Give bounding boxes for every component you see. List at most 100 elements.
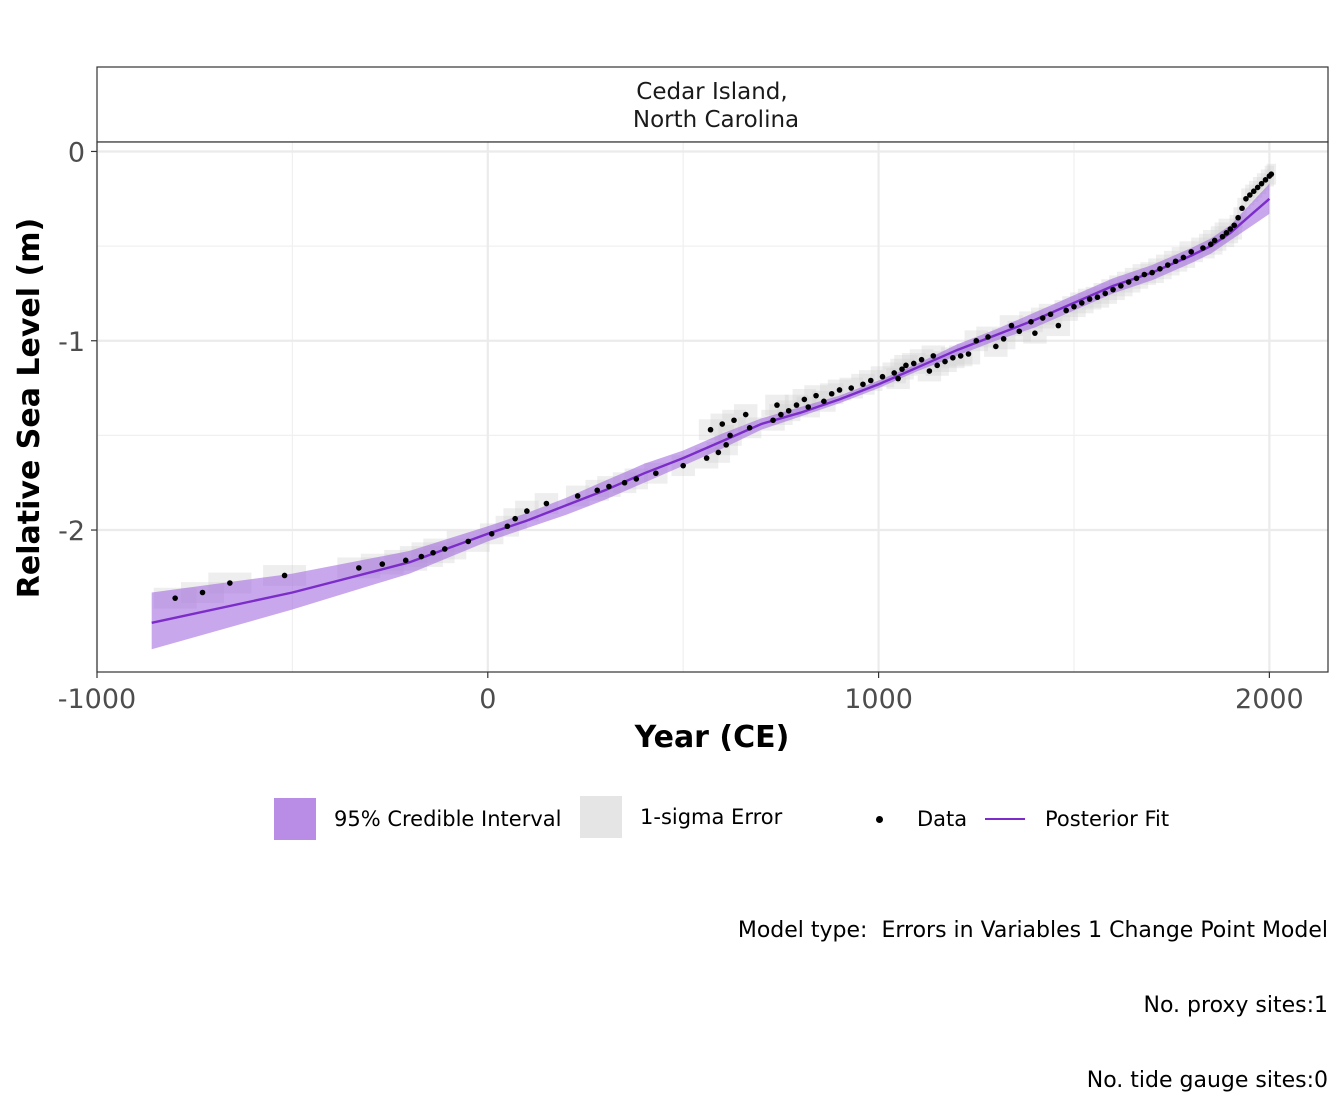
x-tick-label: 2000: [1235, 684, 1304, 715]
data-point: [821, 398, 827, 405]
data-point: [918, 356, 925, 363]
y-tick-label: 0: [68, 137, 85, 168]
data-point: [1016, 328, 1023, 335]
data-point: [512, 515, 518, 522]
data-point: [1243, 195, 1249, 202]
data-point: [973, 337, 980, 344]
data-point: [1125, 279, 1132, 285]
data-point: [1258, 180, 1265, 187]
data-point: [910, 360, 917, 367]
data-point: [1086, 296, 1093, 302]
legend-label-credible-interval: 95% Credible Interval: [334, 807, 562, 831]
y-tick-label: -2: [58, 516, 85, 547]
data-point: [1157, 266, 1163, 272]
data-point: [813, 392, 819, 399]
data-point: [1141, 271, 1148, 278]
data-point: [950, 354, 956, 361]
data-point: [926, 368, 933, 374]
data-point: [430, 549, 436, 556]
data-point: [633, 476, 640, 482]
caption-proxy-sites: No. proxy sites:1: [1143, 993, 1328, 1018]
data-point: [828, 390, 835, 397]
legend-label-fit: Posterior Fit: [1045, 807, 1170, 831]
data-point: [524, 508, 530, 514]
data-point: [574, 493, 581, 499]
model-caption: Model type: Errors in Variables 1 Change…: [738, 868, 1328, 1118]
x-axis-title: Year (CE): [634, 720, 790, 755]
data-point: [418, 553, 425, 560]
grid-major: [95, 142, 1328, 672]
data-point: [727, 432, 733, 439]
y-tick-label: -1: [58, 327, 85, 358]
data-point: [1254, 184, 1261, 191]
facet-title-line-1: Cedar Island,: [636, 79, 787, 105]
data-point: [985, 334, 991, 340]
y-axis-title: Relative Sea Level (m): [12, 218, 47, 598]
data-point: [1172, 258, 1179, 265]
data-point: [1211, 237, 1218, 244]
data-point: [770, 417, 776, 424]
data-point: [867, 377, 874, 384]
data-point: [942, 358, 948, 365]
data-point: [957, 353, 964, 359]
data-point: [774, 402, 780, 408]
data-point: [1028, 319, 1034, 325]
data-point: [356, 565, 362, 571]
data-point: [488, 531, 495, 537]
data-point: [621, 479, 628, 486]
data-point: [1247, 192, 1253, 198]
data-point: [703, 455, 710, 461]
legend-swatch-error: [580, 796, 622, 838]
data-point: [1063, 307, 1069, 314]
data-point: [778, 411, 784, 418]
data-point: [719, 421, 726, 427]
data-point: [442, 546, 448, 552]
data-point: [836, 387, 843, 393]
data-point: [1207, 241, 1214, 248]
data-point: [1133, 275, 1140, 282]
data-point: [965, 351, 972, 357]
data-point: [1227, 226, 1234, 232]
legend-fit-line-icon: [985, 817, 1025, 821]
data-point: [1047, 311, 1054, 318]
chart: Cedar Island, North Carolina -1000 0 1000 2…: [12, 66, 1329, 755]
credible-interval-band: [151, 183, 1270, 650]
data-point: [742, 411, 749, 418]
caption-tide-gauge-sites: No. tide gauge sites:0: [1086, 1068, 1328, 1093]
data-point: [805, 404, 812, 410]
data-point: [504, 523, 511, 530]
data-point: [879, 373, 886, 380]
legend-item-credible-interval: 95% Credible Interval: [274, 796, 561, 842]
data-point: [1071, 303, 1077, 310]
x-tick-label: 0: [479, 684, 496, 715]
data-point: [1235, 214, 1241, 221]
data-point: [1250, 188, 1257, 195]
data-point: [1000, 336, 1007, 342]
data-point: [1223, 230, 1230, 236]
data-point: [1188, 248, 1195, 255]
data-point: [1180, 254, 1187, 261]
data-point: [707, 426, 714, 433]
data-point: [1094, 294, 1101, 301]
facet-title-line-2: North Carolina: [633, 107, 799, 133]
data-point: [785, 407, 792, 414]
data-point: [1110, 286, 1116, 293]
x-tick-label: -1000: [58, 684, 136, 715]
data-point: [402, 557, 409, 564]
x-axis: -1000 0 1000 2000: [58, 672, 1304, 715]
data-point: [993, 343, 999, 350]
data-point: [723, 442, 729, 448]
data-point: [848, 385, 855, 391]
data-point: [801, 396, 808, 403]
data-point: [199, 589, 206, 596]
data-point: [1200, 245, 1206, 251]
data-point: [1268, 171, 1275, 177]
data-point: [1239, 205, 1245, 212]
data-points: [172, 171, 1275, 601]
legend: 95% Credible Interval 1-sigma Error Data…: [0, 796, 1344, 846]
data-point: [1262, 177, 1269, 183]
grid-minor: [97, 142, 1328, 672]
data-point: [227, 580, 233, 586]
legend-item-data: Data: [858, 796, 967, 842]
data-point: [1039, 315, 1046, 321]
